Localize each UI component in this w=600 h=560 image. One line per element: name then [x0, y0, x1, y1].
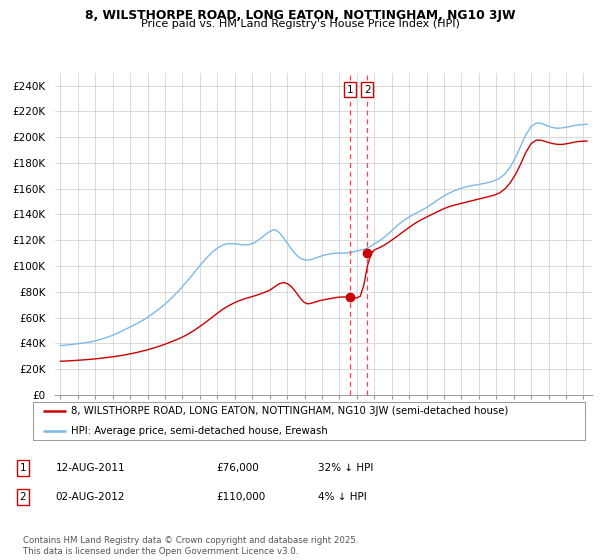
Text: 1: 1	[19, 463, 26, 473]
Text: 4% ↓ HPI: 4% ↓ HPI	[318, 492, 367, 502]
Text: £76,000: £76,000	[216, 463, 259, 473]
Text: 8, WILSTHORPE ROAD, LONG EATON, NOTTINGHAM, NG10 3JW: 8, WILSTHORPE ROAD, LONG EATON, NOTTINGH…	[85, 9, 515, 22]
Text: 12-AUG-2011: 12-AUG-2011	[56, 463, 125, 473]
Text: 32% ↓ HPI: 32% ↓ HPI	[318, 463, 373, 473]
Text: 02-AUG-2012: 02-AUG-2012	[56, 492, 125, 502]
Text: 2: 2	[364, 85, 370, 95]
Text: 1: 1	[347, 85, 353, 95]
Text: £110,000: £110,000	[216, 492, 265, 502]
Text: Contains HM Land Registry data © Crown copyright and database right 2025.
This d: Contains HM Land Registry data © Crown c…	[23, 536, 358, 556]
Text: Price paid vs. HM Land Registry's House Price Index (HPI): Price paid vs. HM Land Registry's House …	[140, 19, 460, 29]
Text: 8, WILSTHORPE ROAD, LONG EATON, NOTTINGHAM, NG10 3JW (semi-detached house): 8, WILSTHORPE ROAD, LONG EATON, NOTTINGH…	[71, 406, 508, 416]
Text: 2: 2	[19, 492, 26, 502]
Text: HPI: Average price, semi-detached house, Erewash: HPI: Average price, semi-detached house,…	[71, 426, 327, 436]
